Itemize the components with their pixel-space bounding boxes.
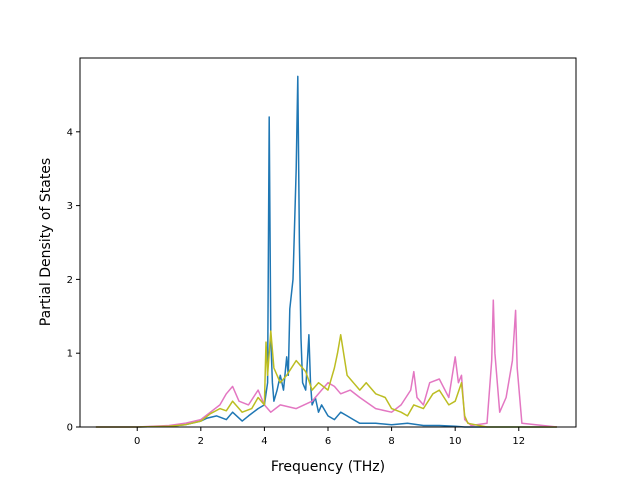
y-tick-label-1: 1 — [67, 349, 73, 360]
x-tick-label-6: 12 — [512, 436, 525, 447]
x-axis-ticks: 0 2 4 6 8 10 12 — [134, 427, 525, 447]
y-axis-ticks: 0 1 2 3 4 — [67, 127, 80, 434]
y-tick-label-2: 2 — [67, 275, 73, 286]
y-tick-label-0: 0 — [67, 423, 73, 434]
x-axis-label: Frequency (THz) — [271, 459, 385, 475]
x-tick-label-3: 6 — [325, 436, 331, 447]
x-tick-label-5: 10 — [449, 436, 462, 447]
series-line-2 — [95, 330, 557, 428]
x-tick-label-1: 2 — [198, 436, 204, 447]
plot-background — [80, 58, 576, 427]
y-tick-label-3: 3 — [67, 201, 73, 212]
series-layer — [95, 75, 557, 428]
x-tick-label-2: 4 — [261, 436, 267, 447]
y-tick-label-4: 4 — [67, 127, 73, 138]
series-line-1 — [95, 299, 557, 428]
x-tick-label-0: 0 — [134, 436, 140, 447]
y-axis-label: Partial Density of States — [38, 158, 54, 326]
x-tick-label-4: 8 — [388, 436, 394, 447]
series-line-0 — [95, 75, 557, 428]
